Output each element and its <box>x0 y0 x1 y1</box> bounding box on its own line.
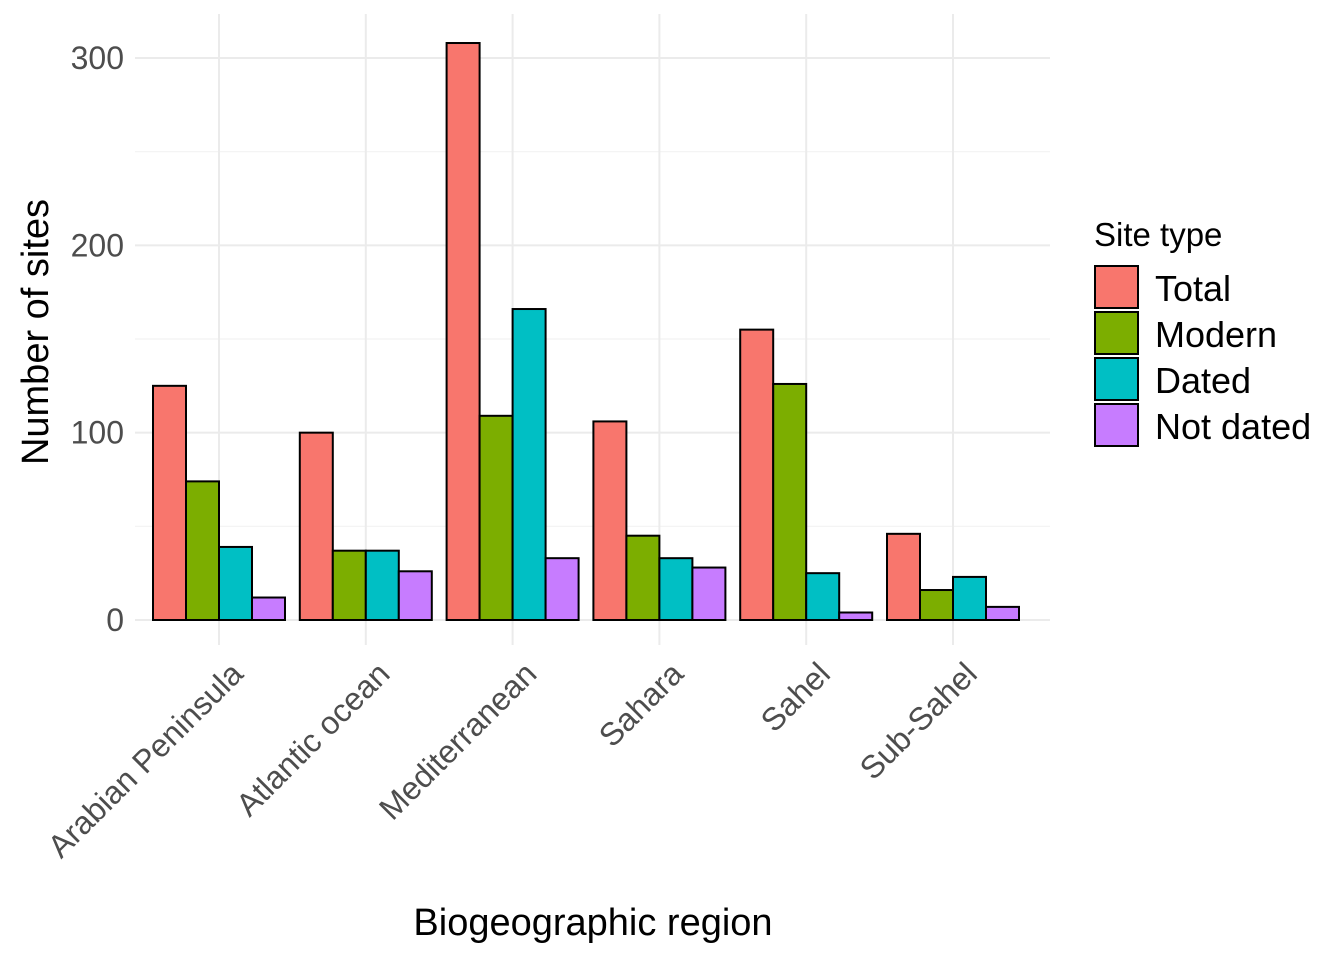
bar-not-dated-sub-sahel <box>985 605 1020 621</box>
bar-dated-arabian-peninsula <box>218 545 253 621</box>
bar-modern-sahel <box>772 382 808 621</box>
bar-modern-atlantic-ocean <box>331 549 367 621</box>
bar-dated-sub-sahel <box>952 575 987 621</box>
y-tick-label: 0 <box>106 602 124 638</box>
legend: Site type Total Modern Dated Not dated <box>1094 216 1311 447</box>
legend-swatch-not-dated <box>1094 403 1139 447</box>
legend-label-total: Total <box>1155 268 1231 309</box>
x-tick-label: Sahara <box>592 655 691 754</box>
bar-not-dated-atlantic-ocean <box>397 570 433 621</box>
bar-total-sub-sahel <box>886 532 921 621</box>
legend-title: Site type <box>1094 216 1222 253</box>
bar-modern-sahara <box>625 534 661 622</box>
legend-swatch-dated <box>1094 357 1139 401</box>
bar-modern-arabian-peninsula <box>185 480 220 621</box>
bar-modern-sub-sahel <box>919 589 954 622</box>
bars <box>152 42 1020 622</box>
legend-label-not-dated: Not dated <box>1155 406 1311 447</box>
x-axis-title: Biogeographic region <box>413 902 772 944</box>
bar-not-dated-mediterranean <box>544 557 580 621</box>
y-tick-label: 300 <box>71 40 124 76</box>
bar-total-atlantic-ocean <box>298 431 334 621</box>
y-tick-label: 200 <box>71 227 124 263</box>
y-tick-label: 100 <box>71 415 124 451</box>
bar-total-sahara <box>592 420 628 621</box>
legend-swatch-total <box>1094 265 1139 309</box>
bar-total-mediterranean <box>445 42 481 622</box>
bar-not-dated-sahel <box>838 611 874 621</box>
y-axis-title: Number of sites <box>15 199 57 465</box>
bar-dated-atlantic-ocean <box>364 549 400 621</box>
x-tick-label: Atlantic ocean <box>229 655 397 823</box>
x-tick-label: Sub-Sahel <box>853 655 984 786</box>
bar-not-dated-sahara <box>691 566 727 622</box>
legend-label-modern: Modern <box>1155 314 1277 355</box>
x-tick-label: Mediterranean <box>372 655 543 826</box>
bar-dated-sahel <box>805 572 841 622</box>
bar-dated-mediterranean <box>511 308 547 621</box>
x-tick-label: Sahel <box>754 655 837 738</box>
legend-label-dated: Dated <box>1155 360 1251 401</box>
bar-dated-sahara <box>658 557 694 621</box>
bar-total-arabian-peninsula <box>152 384 187 622</box>
bar-modern-mediterranean <box>478 414 514 621</box>
y-axis-ticks: 0 100 200 300 <box>71 40 124 638</box>
bar-not-dated-arabian-peninsula <box>251 596 286 622</box>
legend-swatch-modern <box>1094 311 1139 355</box>
x-tick-label: Arabian Peninsula <box>41 655 250 864</box>
bar-total-sahel <box>739 328 775 621</box>
